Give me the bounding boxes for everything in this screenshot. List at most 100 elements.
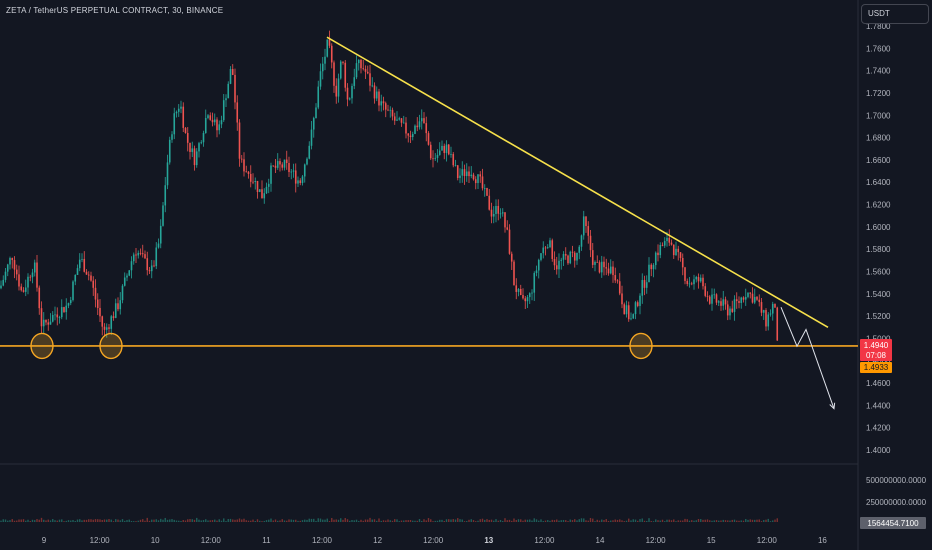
candle-body [2, 279, 5, 286]
candle-body [184, 127, 187, 134]
candle-body [600, 261, 603, 273]
candle-body [681, 257, 684, 268]
x-tick-label: 12:00 [90, 536, 111, 545]
candle-body [153, 265, 155, 267]
volume-bar [585, 520, 587, 522]
candle-body [290, 171, 293, 173]
volume-bar [81, 520, 83, 522]
volume-bar [331, 517, 333, 522]
currency-button[interactable]: USDT [861, 4, 929, 24]
x-tick-label: 15 [707, 536, 716, 545]
volume-bar [43, 519, 45, 522]
candle-body [373, 85, 376, 99]
volume-bar [103, 519, 106, 522]
candle-body [101, 316, 104, 327]
candle-body [580, 235, 583, 247]
candle-body [672, 244, 675, 256]
candle-body [324, 56, 326, 64]
candle-body [501, 212, 504, 214]
volume-bar [333, 519, 335, 522]
volume-bar [614, 519, 616, 522]
candle-body [114, 303, 117, 318]
volume-bar [673, 519, 675, 522]
candle-body [78, 259, 81, 269]
volume-bar [634, 519, 637, 522]
candle-body [504, 212, 506, 228]
candle-body [128, 270, 131, 276]
candle-body [229, 69, 232, 84]
x-tick-label: 12:00 [534, 536, 555, 545]
volume-bar [767, 518, 769, 522]
candle-body [472, 174, 475, 180]
volume-bar [472, 520, 475, 522]
volume-bar [441, 519, 443, 522]
volume-bar [9, 520, 11, 522]
candle-body [553, 258, 556, 266]
volume-bar [562, 519, 565, 522]
volume-bar [380, 520, 382, 522]
volume-bar [245, 520, 247, 522]
volume-bar [414, 520, 416, 522]
candle-body [65, 305, 68, 313]
candle-body [384, 103, 387, 110]
volume-bar [106, 519, 108, 522]
volume-bar [470, 519, 472, 522]
candle-body [308, 145, 311, 159]
volume-bar [450, 519, 452, 522]
candle-body [704, 286, 707, 296]
volume-bar [686, 519, 688, 522]
candle-body [247, 171, 250, 175]
volume-bar [92, 519, 94, 522]
candle-body [159, 225, 162, 244]
volume-bar [522, 520, 524, 522]
candle-body [729, 308, 731, 316]
volume-bar [63, 521, 65, 522]
volume-bar [189, 519, 191, 522]
candle-body [330, 45, 333, 63]
candle-body [209, 115, 212, 120]
candle-body [171, 134, 173, 140]
candle-body [429, 144, 432, 159]
candle-body [679, 252, 682, 258]
candle-body [108, 327, 110, 329]
candle-body [13, 260, 16, 270]
candle-body [519, 288, 522, 296]
volume-bar [376, 520, 378, 522]
volume-bar [396, 519, 398, 522]
volume-bar [646, 520, 648, 522]
volume-bar [643, 520, 646, 522]
candle-body [123, 277, 126, 286]
candle-body [148, 270, 151, 272]
volume-bar [148, 520, 151, 522]
volume-bar [733, 519, 736, 522]
candle-body [297, 180, 299, 184]
candle-body [513, 261, 515, 286]
volume-bar [596, 519, 598, 522]
volume-bar [7, 520, 9, 522]
candle-body [96, 299, 99, 308]
candle-body [139, 252, 142, 254]
volume-bar [72, 519, 74, 522]
candle-body [234, 74, 236, 103]
candle-body [112, 316, 115, 318]
candle-body [42, 319, 45, 327]
volume-bar [594, 521, 596, 522]
candle-body [528, 293, 531, 298]
candle-body [119, 300, 122, 310]
volume-bar [461, 519, 463, 522]
candle-body [531, 292, 533, 294]
volume-bar [49, 520, 52, 522]
candle-body [544, 247, 547, 249]
volume-bar [234, 519, 236, 522]
volume-bar [90, 519, 92, 522]
candle-body [222, 100, 225, 121]
volume-bar [337, 519, 340, 522]
candle-body [92, 280, 95, 288]
volume-bar [270, 518, 272, 522]
candle-body [375, 91, 378, 99]
candle-body [175, 111, 178, 114]
y-tick-label: 1.7800 [866, 22, 891, 31]
volume-bar [506, 520, 508, 522]
volume-bar [684, 518, 686, 522]
